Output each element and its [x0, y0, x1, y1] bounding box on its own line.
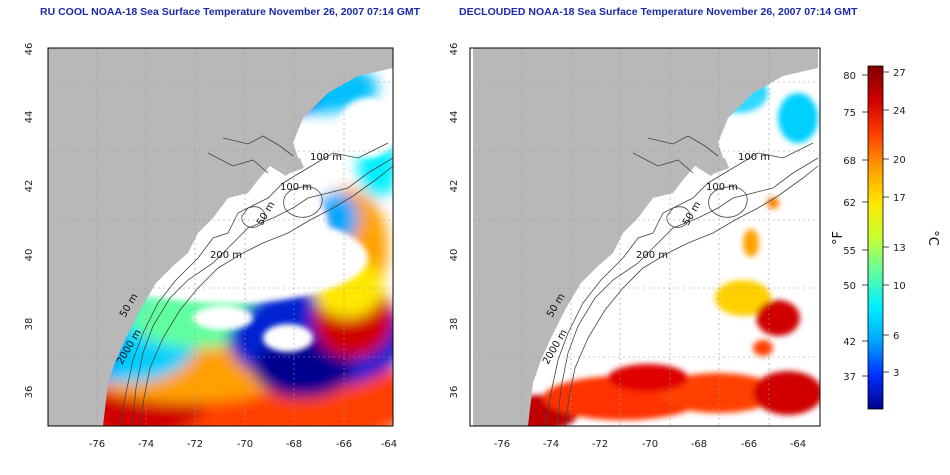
c-tick: 17 — [893, 193, 906, 204]
lon-tick: -68 — [286, 439, 302, 450]
contour-label-100m-a: 100 m — [738, 152, 770, 163]
lat-tick: 44 — [449, 111, 460, 124]
lon-tick: -68 — [691, 439, 707, 450]
left-sst-field — [48, 48, 393, 426]
fahrenheit-label: °F — [831, 231, 846, 245]
contour-label-100m-b: 100 m — [280, 182, 312, 193]
contour-label-100m-a: 100 m — [310, 152, 342, 163]
c-tick: 20 — [893, 155, 906, 166]
lon-tick: -72 — [592, 439, 608, 450]
celsius-label: °C — [925, 230, 940, 246]
lat-tick: 40 — [24, 249, 35, 262]
right-lon-axis: -76 -74 -72 -70 -68 -66 -64 — [494, 439, 806, 450]
lat-tick: 36 — [449, 386, 460, 399]
lat-tick: 46 — [449, 43, 460, 56]
f-tick: 62 — [843, 198, 856, 209]
contour-label-200m: 200 m — [636, 250, 668, 261]
lat-tick: 44 — [24, 111, 35, 124]
lat-tick: 36 — [24, 386, 35, 399]
colorbar: 80 75 68 62 55 50 42 37 27 24 20 17 13 1… — [831, 65, 940, 410]
lon-tick: -64 — [790, 439, 806, 450]
right-map-frame — [469, 47, 821, 427]
c-tick: 10 — [893, 281, 906, 292]
contour-label-200m: 200 m — [210, 250, 242, 261]
c-tick: 6 — [893, 331, 899, 342]
lon-tick: -72 — [187, 439, 203, 450]
left-panel-title: RU COOL NOAA-18 Sea Surface Temperature … — [40, 6, 421, 18]
lat-tick: 38 — [24, 318, 35, 331]
right-lat-axis: 36 38 40 42 44 46 — [449, 43, 460, 399]
fahrenheit-ticks: 80 75 68 62 55 50 42 37 — [843, 71, 856, 383]
c-tick: 13 — [893, 243, 906, 254]
lon-tick: -76 — [494, 439, 510, 450]
f-tick: 75 — [843, 108, 856, 119]
left-lon-axis: -76 -74 -72 -70 -68 -66 -64 — [89, 439, 397, 450]
left-map-panel — [48, 48, 393, 426]
left-map-frame — [47, 47, 394, 427]
contour-label-100m-b: 100 m — [706, 182, 738, 193]
f-tick: 68 — [843, 156, 856, 167]
lat-tick: 46 — [24, 43, 35, 56]
lon-tick: -70 — [642, 439, 658, 450]
f-tick: 42 — [843, 337, 856, 348]
f-tick: 80 — [843, 71, 856, 82]
c-tick: 3 — [893, 368, 899, 379]
right-map-panel — [470, 48, 820, 426]
lat-tick: 42 — [449, 180, 460, 193]
lon-tick: -74 — [138, 439, 154, 450]
lon-tick: -76 — [89, 439, 105, 450]
lon-tick: -66 — [741, 439, 757, 450]
lat-tick: 38 — [449, 318, 460, 331]
f-tick: 37 — [843, 372, 856, 383]
right-sst-field — [472, 48, 820, 426]
lat-tick: 42 — [24, 180, 35, 193]
f-tick: 55 — [843, 246, 856, 257]
lon-tick: -64 — [381, 439, 397, 450]
c-tick: 24 — [893, 106, 906, 117]
lon-tick: -74 — [543, 439, 559, 450]
lon-tick: -70 — [237, 439, 253, 450]
right-panel-title: DECLOUDED NOAA-18 Sea Surface Temperatur… — [459, 6, 858, 18]
c-tick: 27 — [893, 68, 906, 79]
left-lat-axis: 36 38 40 42 44 46 — [24, 43, 35, 399]
colorbar-gradient — [867, 65, 884, 410]
lat-tick: 40 — [449, 249, 460, 262]
lon-tick: -66 — [336, 439, 352, 450]
celsius-ticks: 27 24 20 17 13 10 6 3 — [893, 68, 906, 379]
f-tick: 50 — [843, 281, 856, 292]
